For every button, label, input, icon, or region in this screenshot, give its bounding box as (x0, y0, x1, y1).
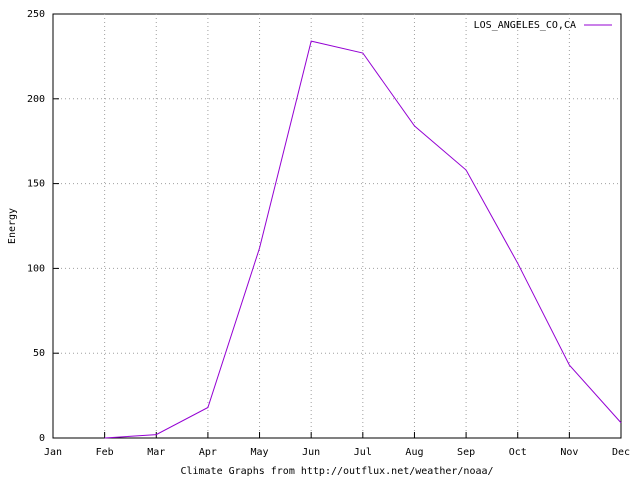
plot-frame (52, 13, 622, 439)
y-axis-label: Energy (7, 208, 18, 244)
x-axis-label: Climate Graphs from http://outflux.net/w… (180, 466, 493, 477)
data-line (104, 40, 622, 439)
y-tick-label: 50 (33, 348, 45, 359)
y-tick-label: 200 (27, 94, 45, 105)
x-tick-label: Dec (612, 447, 630, 458)
legend-label: LOS_ANGELES_CO,CA (474, 20, 576, 31)
y-tick-label: 100 (27, 263, 45, 274)
x-tick-label: Sep (457, 447, 475, 458)
y-tick-label: 150 (27, 179, 45, 190)
x-tick-label: Jan (44, 447, 62, 458)
x-tick-label: Feb (96, 447, 114, 458)
x-tick-label: Jul (354, 447, 372, 458)
x-tick-label: Oct (509, 447, 527, 458)
y-tick-label: 250 (27, 9, 45, 20)
x-tick-label: Mar (147, 447, 165, 458)
x-tick-label: May (251, 447, 269, 458)
x-tick-label: Nov (560, 447, 578, 458)
x-tick-label: Apr (199, 447, 217, 458)
x-tick-label: Aug (405, 447, 423, 458)
x-tick-label: Jun (302, 447, 320, 458)
y-tick-label: 0 (39, 433, 45, 444)
